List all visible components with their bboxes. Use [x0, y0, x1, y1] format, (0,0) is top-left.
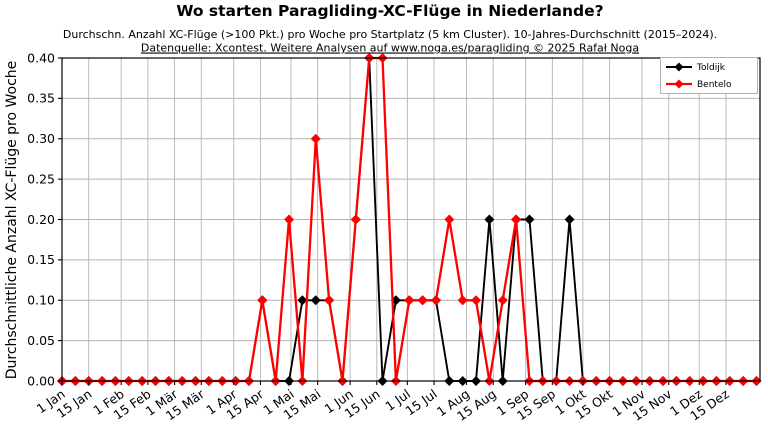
data-point-toldijk [297, 295, 308, 306]
source-line: Datenquelle: Xcontest. Weitere Analysen … [141, 42, 639, 55]
data-point-bentelo [310, 133, 321, 144]
y-tick-label: 0.25 [27, 171, 55, 186]
y-tick-label: 0.40 [27, 50, 55, 65]
y-tick-label: 0.20 [27, 212, 55, 227]
data-point-toldijk [310, 295, 321, 306]
data-point-toldijk [524, 214, 535, 225]
y-tick-label: 0.00 [27, 373, 55, 388]
y-tick-label: 0.30 [27, 131, 55, 146]
y-tick-label: 0.15 [27, 252, 55, 267]
plot-area: 0.000.050.100.150.200.250.300.350.401 Ja… [27, 50, 762, 424]
x-tick-label: 15 Jul [403, 386, 440, 418]
data-point-toldijk [564, 214, 575, 225]
data-point-bentelo [511, 214, 522, 225]
legend-marker-toldijk-diamond-icon [674, 62, 684, 72]
data-point-bentelo [457, 295, 468, 306]
data-point-bentelo [404, 295, 415, 306]
y-tick-label: 0.05 [27, 333, 55, 348]
data-point-bentelo [257, 295, 268, 306]
data-point-toldijk [484, 214, 495, 225]
data-point-bentelo [471, 295, 482, 306]
legend: Toldijk Bentelo [660, 57, 758, 94]
y-tick-label: 0.10 [27, 293, 55, 308]
chart-subtitle: Durchschn. Anzahl XC-Flüge (>100 Pkt.) p… [63, 28, 717, 41]
legend-marker-bentelo-diamond-icon [674, 79, 684, 89]
legend-label-toldijk: Toldijk [696, 63, 726, 73]
data-point-bentelo [284, 214, 295, 225]
y-tick-label: 0.35 [27, 91, 55, 106]
data-point-bentelo [417, 295, 428, 306]
data-point-bentelo [324, 295, 335, 306]
data-point-bentelo [444, 214, 455, 225]
legend-box [660, 57, 758, 94]
data-point-bentelo [350, 214, 361, 225]
data-point-bentelo [497, 295, 508, 306]
legend-label-bentelo: Bentelo [697, 80, 732, 90]
chart-title: Wo starten Paragliding-XC-Flüge in Niede… [176, 2, 603, 20]
y-axis-label: Durchschnittliche Anzahl XC-Flüge pro Wo… [4, 61, 20, 380]
data-point-bentelo [430, 295, 441, 306]
